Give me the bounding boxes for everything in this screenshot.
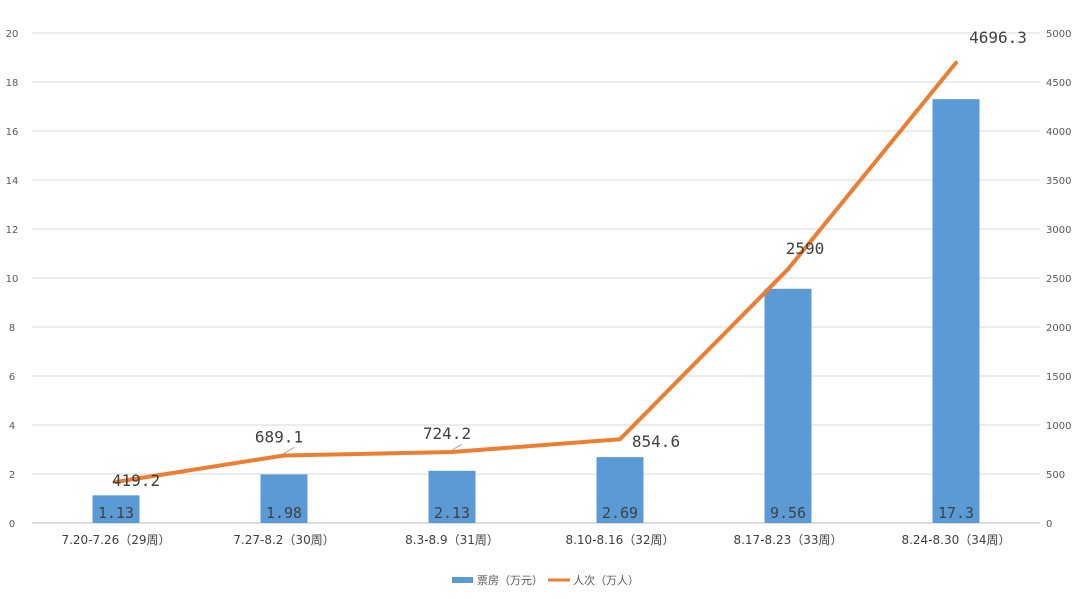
line-data-label: 4696.3 bbox=[969, 28, 1027, 47]
y-left-tick-label: 12 bbox=[6, 225, 19, 236]
legend-label-bar: 票房（万元） bbox=[477, 574, 543, 587]
bar bbox=[764, 288, 812, 523]
line-data-label: 2590 bbox=[786, 239, 825, 258]
y-right-tick-label: 2000 bbox=[1046, 323, 1071, 334]
y-left-tick-label: 20 bbox=[6, 29, 19, 40]
y-axis-left: 0 2 4 6 8 10 12 14 16 18 20 bbox=[6, 29, 19, 530]
y-right-tick-label: 3500 bbox=[1046, 176, 1071, 187]
x-axis: 7.20-7.26（29周） 7.27-8.2（30周） 8.3-8.9（31周） 8… bbox=[61, 533, 1010, 547]
bar bbox=[932, 99, 980, 524]
bar-data-label: 2.13 bbox=[434, 504, 470, 522]
bar-data-label: 1.98 bbox=[266, 504, 302, 522]
grid-lines bbox=[32, 32, 1040, 524]
series-line bbox=[114, 60, 958, 484]
legend-swatch-bar bbox=[452, 577, 473, 583]
x-tick-label: 8.3-8.9（31周） bbox=[405, 533, 499, 547]
bar-series bbox=[92, 99, 980, 524]
x-tick-label: 8.17-8.23（33周） bbox=[733, 533, 842, 547]
y-right-tick-label: 1500 bbox=[1046, 372, 1071, 383]
y-right-tick-label: 4500 bbox=[1046, 78, 1071, 89]
y-right-tick-label: 5000 bbox=[1046, 29, 1071, 40]
y-right-tick-label: 1000 bbox=[1046, 421, 1071, 432]
bar-data-label: 17.3 bbox=[938, 504, 974, 522]
legend-label-line: 人次（万人） bbox=[573, 573, 639, 587]
x-tick-label: 8.24-8.30（34周） bbox=[901, 533, 1010, 547]
line-data-label: 419.2 bbox=[112, 471, 160, 490]
bar-data-label: 9.56 bbox=[770, 504, 806, 522]
y-right-tick-label: 500 bbox=[1046, 470, 1065, 481]
y-left-tick-label: 2 bbox=[9, 470, 15, 481]
bar bbox=[428, 470, 476, 523]
y-right-tick-label: 0 bbox=[1046, 519, 1052, 530]
x-tick-label: 7.20-7.26（29周） bbox=[61, 533, 170, 547]
y-right-tick-label: 3000 bbox=[1046, 225, 1071, 236]
y-left-tick-label: 4 bbox=[9, 421, 15, 432]
bar-data-label: 1.13 bbox=[98, 504, 134, 522]
x-tick-label: 7.27-8.2（30周） bbox=[233, 533, 334, 547]
bar bbox=[92, 495, 140, 523]
y-right-tick-label: 2500 bbox=[1046, 274, 1071, 285]
y-left-tick-label: 10 bbox=[6, 274, 19, 285]
label-leader-line bbox=[451, 443, 463, 451]
line-data-label: 854.6 bbox=[632, 432, 680, 451]
y-axis-right: 0 500 1000 1500 2000 2500 3000 3500 4000 4500 5000 bbox=[1046, 29, 1071, 530]
y-left-tick-label: 14 bbox=[6, 176, 19, 187]
line-series bbox=[114, 60, 958, 484]
y-left-tick-label: 6 bbox=[9, 372, 15, 383]
y-left-tick-label: 0 bbox=[9, 519, 15, 530]
y-left-tick-label: 18 bbox=[6, 78, 19, 89]
data-labels: 1.13 1.98 2.13 2.69 9.56 17.3 419.2 689.1 724.2 8… bbox=[98, 28, 1027, 522]
legend: 票房（万元） 人次（万人） bbox=[452, 573, 639, 587]
bar-data-label: 2.69 bbox=[602, 504, 638, 522]
y-left-tick-label: 16 bbox=[6, 127, 19, 138]
bar bbox=[596, 457, 644, 523]
label-leader-line bbox=[283, 447, 295, 454]
y-right-tick-label: 4000 bbox=[1046, 127, 1071, 138]
x-tick-label: 8.10-8.16（32周） bbox=[565, 533, 674, 547]
line-data-label: 689.1 bbox=[255, 427, 303, 446]
y-left-tick-label: 8 bbox=[9, 323, 15, 334]
bar bbox=[260, 474, 308, 523]
line-data-label: 724.2 bbox=[423, 424, 471, 443]
